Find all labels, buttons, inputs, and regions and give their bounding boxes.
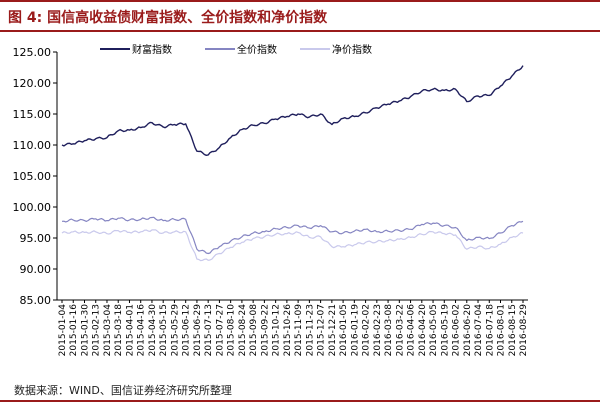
x-tick-label: 2016-02-23 [373, 304, 383, 356]
x-axis-ticks: 2015-01-04 2015-01-16 2015-01-30 2015-02-13… [58, 300, 529, 356]
series-line-1 [61, 65, 524, 156]
legend-label-3: 净价指数 [332, 43, 372, 56]
x-tick-label: 2015-12-07 [317, 304, 327, 356]
x-tick-label: 2016-03-22 [395, 304, 405, 356]
x-tick-label: 2016-03-08 [384, 304, 394, 357]
x-tick-label: 2015-07-13 [204, 304, 214, 356]
x-tick-label: 2015-04-16 [137, 304, 147, 357]
legend-label-2: 全价指数 [237, 43, 277, 56]
line-chart: 85.00 90.00 95.00 100.00 105.00 110.00 115.00 1… [13, 43, 530, 356]
x-tick-label: 2015-03-18 [114, 304, 124, 357]
y-tick-label: 120.00 [13, 77, 52, 90]
series-line-3 [61, 229, 524, 262]
x-tick-label: 2015-01-30 [80, 304, 90, 357]
legend: 财富指数 全价指数 净价指数 [100, 43, 372, 56]
x-tick-label: 2015-04-30 [148, 304, 158, 357]
x-tick-label: 2016-08-01 [497, 304, 507, 356]
x-tick-label: 2016-04-06 [407, 304, 417, 357]
x-tick-label: 2016-01-19 [350, 304, 360, 357]
x-tick-label: 2015-11-23 [305, 304, 315, 356]
x-tick-label: 2016-08-29 [519, 304, 529, 357]
x-tick-label: 2016-07-18 [485, 304, 495, 357]
x-tick-label: 2015-08-24 [238, 304, 248, 357]
x-tick-label: 2015-01-04 [58, 304, 68, 357]
x-tick-label: 2016-04-20 [418, 304, 428, 357]
x-tick-label: 2015-02-13 [92, 304, 102, 356]
x-tick-label: 2015-05-29 [170, 304, 180, 357]
x-tick-label: 2015-07-27 [215, 304, 225, 356]
x-tick-label: 2015-08-10 [227, 304, 237, 357]
y-tick-label: 90.00 [20, 263, 52, 276]
figure-title: 图 4: 国信高收益债财富指数、全价指数和净价指数 [8, 10, 328, 26]
x-tick-label: 2015-09-08 [249, 304, 259, 357]
x-tick-label: 2015-01-16 [69, 304, 79, 357]
series-line-2 [61, 216, 524, 255]
x-tick-label: 2016-05-19 [440, 304, 450, 357]
x-tick-label: 2015-10-12 [272, 304, 282, 356]
y-tick-label: 105.00 [13, 170, 52, 183]
x-tick-label: 2015-04-01 [125, 304, 135, 356]
x-tick-label: 2015-12-21 [328, 304, 338, 356]
x-tick-label: 2015-03-04 [103, 304, 113, 357]
x-tick-label: 2016-05-05 [429, 304, 439, 356]
x-tick-label: 2016-08-15 [508, 304, 518, 356]
y-tick-label: 95.00 [20, 232, 52, 245]
x-tick-label: 2015-06-12 [182, 304, 192, 356]
bottom-rule [0, 400, 600, 402]
y-tick-label: 115.00 [13, 108, 52, 121]
x-tick-label: 2015-05-15 [159, 304, 169, 356]
x-tick-label: 2016-06-02 [452, 304, 462, 356]
y-tick-label: 125.00 [13, 46, 52, 59]
y-tick-label: 100.00 [13, 201, 52, 214]
x-tick-label: 2015-10-26 [283, 304, 293, 357]
series-lines [61, 65, 524, 262]
x-tick-label: 2016-07-04 [474, 304, 484, 357]
source-note: 数据来源：WIND、国信证券经济研究所整理 [14, 384, 232, 397]
x-tick-label: 2015-11-09 [294, 304, 304, 357]
axes: 85.00 90.00 95.00 100.00 105.00 110.00 115.00 1… [13, 46, 528, 307]
title-bar: 图 4: 国信高收益债财富指数、全价指数和净价指数 [0, 0, 600, 32]
legend-label-1: 财富指数 [132, 43, 172, 56]
y-tick-label: 110.00 [13, 139, 52, 152]
x-tick-label: 2016-02-02 [362, 304, 372, 356]
x-tick-label: 2015-06-29 [193, 304, 203, 357]
x-tick-label: 2016-01-05 [339, 304, 349, 356]
x-tick-label: 2015-09-22 [260, 304, 270, 356]
x-tick-label: 2016-06-20 [463, 304, 473, 357]
y-tick-label: 85.00 [20, 294, 52, 307]
